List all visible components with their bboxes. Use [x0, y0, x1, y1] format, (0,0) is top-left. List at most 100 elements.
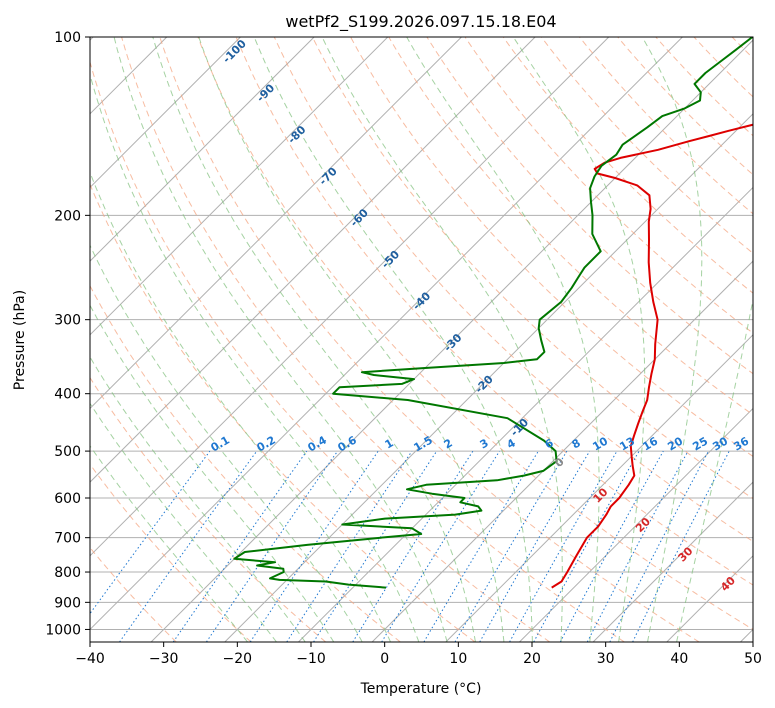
dry-adiabat-line: [311, 37, 753, 500]
mixing-ratio-line: [119, 450, 258, 642]
dry-adiabat-label: -40: [410, 289, 433, 312]
isotherm-line: [90, 37, 683, 631]
mixing-ratio-label: 25: [690, 435, 710, 454]
moist-adiabat-line: [152, 37, 476, 642]
dry-adiabat-label: 20: [633, 515, 653, 535]
dry-adiabat-label: -60: [348, 206, 371, 229]
isotherm-line: [224, 113, 753, 642]
moist-adiabat-line: [90, 72, 420, 642]
moist-adiabats: [90, 37, 753, 642]
mixing-ratio-line: [313, 450, 438, 642]
plot-frame: [89, 36, 754, 643]
y-axis: 100 200 300 400 500 600 700 800 900 1000: [45, 30, 90, 638]
moist-adiabat-line: [90, 304, 335, 642]
dry-adiabat-line: [464, 37, 753, 334]
y-tick-label: 500: [54, 444, 81, 460]
mixing-ratio-label: 10: [590, 434, 610, 453]
dry-adiabats: [90, 37, 753, 642]
isotherm-line: [519, 407, 753, 642]
mixing-ratio-label: 2: [442, 436, 455, 451]
x-tick-label: 40: [670, 651, 688, 667]
dry-adiabat-line: [90, 60, 551, 642]
moist-adiabat-line: [198, 37, 505, 642]
mixing-ratio-label: 8: [570, 436, 583, 451]
isotherm-line: [371, 260, 753, 642]
y-tick-label: 600: [54, 491, 81, 507]
dry-adiabat-label: -100: [220, 37, 249, 66]
moist-adiabat-line: [406, 37, 600, 642]
dry-adiabat-label: 40: [718, 574, 738, 594]
dry-adiabat-line: [502, 37, 753, 294]
x-tick-label: 20: [523, 651, 541, 667]
moist-adiabat-line: [321, 37, 563, 642]
mixing-ratio-label: 30: [710, 434, 730, 453]
isotherm-line: [90, 37, 462, 410]
chart-title: wetPf2_S199.2026.097.15.18.E04: [285, 12, 556, 32]
mixing-ratio-line: [632, 450, 730, 642]
mixing-ratio-line: [90, 450, 211, 615]
moist-adiabat-line: [676, 296, 753, 642]
y-tick-label: 100: [54, 30, 81, 46]
dry-adiabat-label: -10: [508, 416, 531, 439]
mixing-ratio-line: [423, 450, 539, 642]
x-tick-label: −30: [149, 651, 179, 667]
y-tick-label: 800: [54, 565, 81, 581]
dry-adiabat-label: -20: [473, 372, 496, 395]
x-tick-label: 30: [597, 651, 615, 667]
moist-adiabat-line: [253, 37, 533, 642]
dry-adiabat-line: [350, 37, 753, 458]
y-tick-label: 200: [54, 208, 81, 224]
mixing-ratio-label: 1: [383, 436, 396, 451]
plot-area: -100-90-80-70-60-50-40-30-20-10010203040…: [90, 37, 753, 642]
moist-adiabat-line: [90, 244, 363, 642]
dry-adiabat-line: [693, 37, 753, 98]
moist-adiabat-line: [90, 445, 248, 642]
x-axis-title: Temperature (°C): [360, 681, 482, 697]
pressure-grid: [90, 37, 753, 630]
mixing-ratio-label: 16: [640, 434, 660, 453]
y-axis-title: Pressure (hPa): [12, 290, 28, 390]
mixing-ratio-lines: [90, 450, 730, 642]
moist-adiabat-line: [90, 356, 306, 642]
mixing-ratio-line: [249, 450, 379, 642]
dry-adiabat-line: [273, 37, 753, 543]
isotherm-line: [592, 481, 753, 642]
dry-adiabat-line: [121, 37, 625, 642]
dry-adiabat-line: [197, 37, 753, 630]
moist-adiabat-line: [90, 171, 391, 642]
moist-adiabat-line: [512, 37, 646, 642]
y-tick-label: 900: [54, 595, 81, 611]
isotherm-line: [90, 37, 315, 262]
dry-adiabat-line: [655, 37, 753, 137]
dry-adiabat-label: -30: [441, 331, 464, 354]
y-tick-label: 300: [54, 313, 81, 329]
dry-adiabat-line: [90, 284, 401, 642]
mixing-ratio-line: [509, 450, 618, 642]
mixing-ratio-line: [172, 450, 308, 642]
isotherm-line: [150, 39, 753, 642]
x-tick-label: −20: [223, 651, 253, 667]
mixing-ratio-label: 36: [731, 434, 751, 453]
x-tick-label: −10: [296, 651, 326, 667]
mixing-ratio-line: [381, 450, 500, 642]
x-axis: −40 −30 −20 −10 0 10 20 30 40 50: [75, 642, 762, 667]
x-tick-label: 10: [449, 651, 467, 667]
isotherm-line: [90, 37, 389, 336]
moist-adiabat-line: [90, 402, 277, 642]
dry-adiabat-label: 10: [591, 485, 611, 505]
isotherm-line: [90, 37, 241, 189]
dry-adiabat-line: [235, 37, 753, 586]
x-tick-label: 0: [380, 651, 389, 667]
mixing-ratio-line: [586, 450, 689, 642]
dry-adiabat-line: [617, 37, 753, 176]
profile-series: [233, 37, 753, 589]
dry-adiabat-line: [90, 463, 252, 642]
mixing-ratio-line: [533, 450, 640, 642]
isotherm-line: [90, 37, 610, 557]
x-tick-label: 50: [744, 651, 762, 667]
temperature-profile-line: [551, 123, 753, 589]
isotherm-line: [740, 628, 753, 642]
moist-adiabat-line: [641, 37, 703, 642]
isotherm-line: [445, 334, 753, 642]
dewpoint-profile-line: [233, 37, 753, 589]
